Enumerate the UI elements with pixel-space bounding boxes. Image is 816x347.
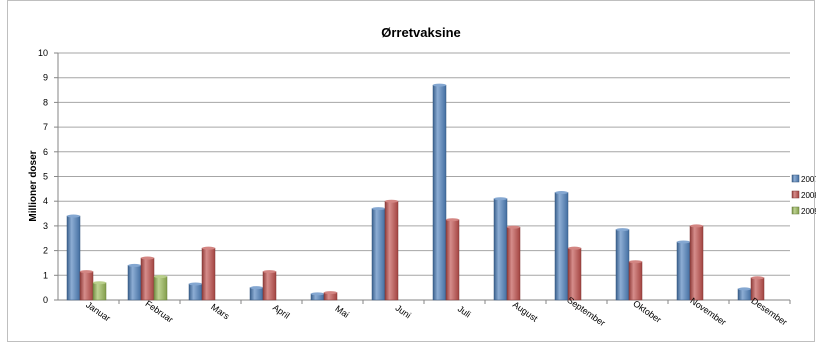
bar-2007-januar	[67, 216, 80, 300]
y-tick-label: 5	[43, 172, 48, 182]
bar-2008-august	[507, 227, 520, 300]
bar-cap	[690, 224, 703, 227]
y-tick-label: 10	[38, 48, 48, 58]
bar-cap	[93, 281, 106, 284]
legend-label-2007: 2007	[801, 175, 816, 184]
bar-2008-september	[568, 248, 581, 300]
x-tick-label: Juli	[456, 304, 473, 320]
bar-cap	[202, 247, 215, 250]
bar-2008-januar	[80, 272, 93, 300]
bar-cap	[128, 264, 141, 267]
x-tick-label: Mai	[333, 303, 351, 320]
bar-cap	[446, 218, 459, 221]
bar-cap	[250, 286, 263, 289]
bar-2007-august	[494, 199, 507, 300]
bar-cap	[738, 287, 751, 290]
x-tick-label: Juni	[394, 303, 413, 321]
bar-2008-februar	[141, 258, 154, 300]
bar-cap	[80, 270, 93, 273]
bar-cap	[494, 197, 507, 200]
y-tick-label: 2	[43, 246, 48, 256]
bar-cap	[67, 215, 80, 218]
bar-cap	[751, 276, 764, 279]
legend: 2007 2008 2009	[792, 175, 816, 216]
bar-cap	[629, 260, 642, 263]
bar-2009-februar	[154, 277, 167, 300]
bar-cap	[568, 247, 581, 250]
legend-label-2008: 2008	[801, 191, 816, 200]
bar-2008-oktober	[629, 262, 642, 300]
y-tick-label: 4	[43, 196, 48, 206]
bar-2007-februar	[128, 265, 141, 300]
bar-2007-november	[677, 242, 690, 300]
bar-2007-september	[555, 193, 568, 300]
bar-cap	[263, 270, 276, 273]
bar-2008-november	[690, 226, 703, 300]
x-tick-label: April	[271, 302, 291, 321]
bars	[67, 84, 764, 300]
bar-cap	[311, 292, 324, 295]
y-tick-label: 6	[43, 147, 48, 157]
bar-2007-mars	[189, 284, 202, 300]
x-tick-label: Oktober	[631, 298, 663, 325]
legend-label-2009: 2009	[801, 207, 816, 216]
x-tick-label: Januar	[84, 300, 112, 324]
bar-2007-juli	[433, 85, 446, 300]
bar-2008-juni	[385, 201, 398, 300]
legend-swatch-2007	[792, 175, 799, 182]
bar-2007-juni	[372, 209, 385, 300]
y-tick-label: 9	[43, 73, 48, 83]
bar-cap	[616, 228, 629, 231]
y-axis-label: Millioner doser	[28, 150, 39, 221]
x-tick-label: Februar	[143, 298, 175, 324]
legend-swatch-2008	[792, 191, 799, 198]
y-axis-ticks: 0 1 2 3 4 5 6 7 8 9 10	[38, 48, 48, 305]
x-tick-label: Mars	[209, 302, 232, 322]
bar-2009-januar	[93, 283, 106, 300]
y-tick-label: 0	[43, 295, 48, 305]
y-tick-label: 8	[43, 97, 48, 107]
bar-cap	[507, 226, 520, 229]
bar-2007-april	[250, 288, 263, 300]
bar-cap	[385, 200, 398, 203]
y-tick-label: 1	[43, 270, 48, 280]
bar-cap	[141, 257, 154, 260]
chart-title: Ørretvaksine	[381, 25, 461, 40]
y-tick-label: 7	[43, 122, 48, 132]
bar-cap	[433, 84, 446, 87]
bar-cap	[324, 291, 337, 294]
y-tick-label: 3	[43, 221, 48, 231]
bar-cap	[372, 207, 385, 210]
legend-swatch-2009	[792, 207, 799, 214]
bar-cap	[677, 240, 690, 243]
bar-2008-mars	[202, 248, 215, 300]
x-tick-label: August	[511, 299, 540, 324]
bar-2007-oktober	[616, 230, 629, 300]
bar-cap	[154, 275, 167, 278]
bar-2007-desember	[738, 289, 751, 300]
bar-2008-juli	[446, 220, 459, 300]
bar-cap	[555, 191, 568, 194]
bar-2008-april	[263, 272, 276, 300]
bar-cap	[189, 282, 202, 285]
